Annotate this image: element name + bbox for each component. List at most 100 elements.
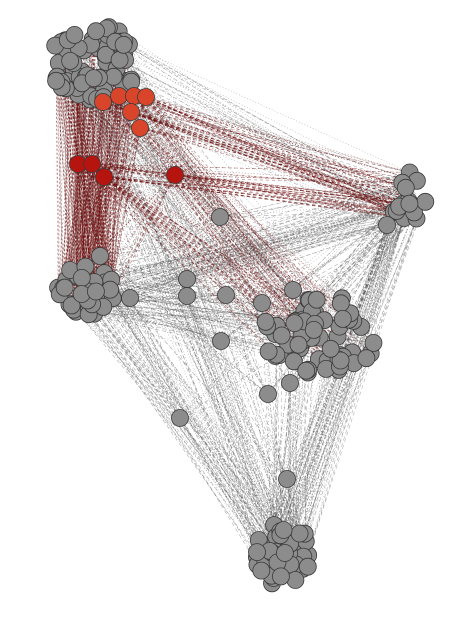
graph-edge [99,255,284,531]
graph-edge [77,301,325,321]
graph-edge [91,163,404,204]
graph-edge [102,101,394,212]
graph-node [298,557,317,576]
graph-edge [145,96,400,207]
graph-edge [78,94,93,305]
graph-edge [61,81,294,291]
graph-edge [73,309,371,354]
graph-edge [111,203,410,280]
graph-edge [174,174,310,301]
graph-edge [69,176,105,305]
graph-edge [286,321,305,480]
graph-edge [92,39,410,204]
graph-edge [109,65,290,554]
graph-edge [116,68,298,557]
graph-edge [105,54,409,202]
graph-edge [278,352,353,551]
graph-edge [85,200,409,267]
graph-edge [219,216,313,312]
graph-edge [289,382,292,556]
graph-edge [110,44,130,280]
graph-edge [77,101,104,302]
graph-edge [109,210,397,299]
graph-edge [60,42,71,271]
graph-edge [353,211,395,322]
graph-edge [110,127,141,280]
graph-edge [186,295,258,558]
graph-edge [129,297,367,359]
graph-edge [225,294,342,299]
graph-edge [72,85,331,350]
graph-edge [73,62,269,395]
graph-edge [94,281,294,291]
graph-edge [271,325,278,584]
graph-edge [88,314,298,564]
graph-edge [81,201,426,295]
graph-edge [102,101,410,173]
graph-edge [118,31,394,212]
graph-edge [90,99,397,212]
graph-edge [219,172,410,218]
graph-node [121,289,139,307]
graph-edge [265,206,400,564]
graph-edge [77,275,298,554]
graph-edge [116,68,341,356]
graph-edge [110,292,299,345]
graph-edge [102,101,295,324]
graph-edge [77,163,276,357]
graph-edge [120,41,309,567]
graph-edge [133,95,426,203]
graph-edge [88,308,300,534]
graph-node [259,385,277,403]
graph-edge [55,80,417,219]
graph-edge [91,163,406,189]
graph-edge [139,127,276,335]
graph-edge [95,304,277,355]
graph-edge [71,77,131,299]
graph-edge [110,81,132,294]
graph-edge [83,50,410,204]
graph-edge [95,200,409,292]
graph-edge [87,203,404,292]
graph-node [297,361,316,380]
graph-edge [139,127,404,204]
graph-edge [85,163,93,267]
graph-edge [342,211,395,357]
graph-node [271,567,290,586]
graph-edge [282,187,407,558]
graph-edge [273,210,397,554]
graph-edge [61,81,86,267]
graph-edge [111,279,263,304]
graph-edge [292,218,417,564]
graph-edge [88,313,276,357]
graph-edge [58,62,276,335]
graph-edge [112,298,277,552]
graph-edge [186,218,417,297]
graph-edge [95,211,394,306]
graph-node [87,22,105,41]
graph-edge [293,180,418,553]
graph-edge [314,224,388,314]
graph-edge [219,216,260,541]
graph-edge [118,95,410,173]
graph-edge [109,127,141,298]
graph-edge [304,321,307,542]
graph-edge [94,281,284,531]
graph-edge [64,211,394,288]
graph-node-highlighted [110,87,128,105]
graph-edge [59,127,141,295]
graph-edge [269,212,415,564]
graph-edge [69,206,400,305]
graph-edge [55,80,394,212]
graph-edge [56,78,305,322]
graph-edge [139,127,362,328]
graph-edge [63,201,426,289]
graph-edge [104,272,258,565]
graph-edge [263,217,405,566]
graph-edge [56,78,320,360]
graph-edge [220,211,394,342]
graph-edge [139,127,417,182]
graph-edge [274,333,284,558]
graph-edge [145,96,344,320]
graph-node-highlighted [137,88,155,106]
